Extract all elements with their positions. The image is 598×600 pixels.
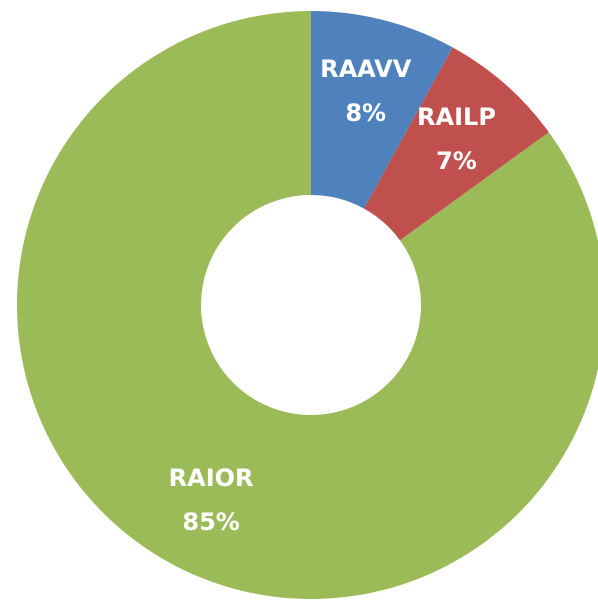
- slice-name: RAILP: [417, 103, 496, 131]
- slice-name: RAIOR: [169, 464, 254, 492]
- slice-name: RAAVV: [320, 55, 412, 83]
- slice-value: 7%: [436, 147, 477, 175]
- slice-value: 85%: [182, 508, 239, 536]
- slice-value: 8%: [345, 99, 386, 127]
- donut-slice: [311, 11, 453, 209]
- donut-slice: [17, 11, 598, 599]
- donut-slice: [363, 47, 549, 241]
